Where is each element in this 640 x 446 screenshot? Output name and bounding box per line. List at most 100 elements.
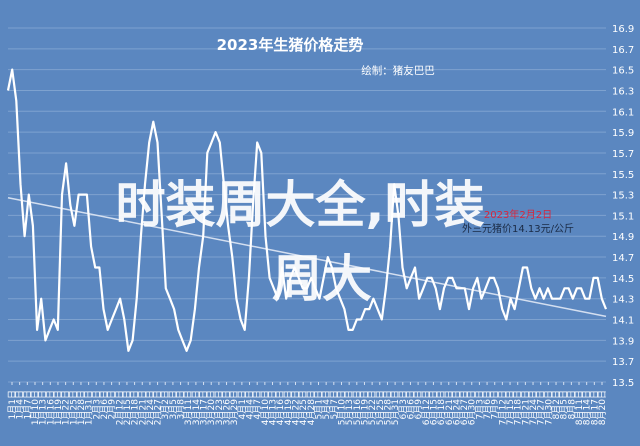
x-tick-label: 5月25日: [375, 390, 386, 425]
x-tick-label: 8月14日: [582, 390, 593, 425]
x-tick-label: 1月25日: [68, 390, 79, 425]
gridlines: [8, 27, 606, 383]
x-tick-label: 5月13日: [344, 390, 355, 425]
x-tick-label: 1月10日: [30, 390, 41, 425]
x-tick-label: 7月21日: [520, 390, 531, 425]
y-tick-label: 15.1: [612, 211, 634, 222]
x-tick-label: 8月5日: [559, 390, 570, 419]
x-tick-label: 2月21日: [137, 390, 148, 425]
x-tick-label: 4月13日: [268, 390, 279, 425]
x-tick-label: 2月3日: [91, 390, 102, 419]
x-tick-label: 1月28日: [76, 390, 87, 425]
y-tick-label: 16.1: [612, 107, 634, 118]
x-tick-label: 8月17日: [589, 390, 600, 425]
chart-title: 2023年生猪价格走势: [217, 36, 364, 54]
x-tick-label: 4月25日: [298, 390, 309, 425]
x-tick-label: 3月26日: [222, 390, 233, 425]
y-tick-label: 14.3: [612, 295, 634, 306]
y-tick-label: 16.5: [612, 66, 634, 77]
y-tick-label: 16.7: [612, 45, 634, 56]
x-tick-label: 8月2日: [551, 390, 562, 419]
x-tick-label: 8月8日: [566, 390, 577, 419]
y-tick-label: 16.9: [612, 24, 634, 35]
x-tick-label: 1月16日: [45, 390, 56, 425]
x-tick-label: 2月12日: [114, 390, 125, 425]
overlay-watermark-line-2: 周大: [272, 250, 372, 308]
x-tick-label: 3月11日: [183, 390, 194, 425]
x-tick-label: 4月19日: [283, 390, 294, 425]
x-tick-label: 4月10日: [260, 390, 271, 425]
x-tick-label: 4月4日: [245, 390, 256, 419]
x-tick-label: 5月1日: [313, 390, 324, 419]
x-tick-label: 6月27日: [459, 390, 470, 425]
x-tick-label: 4月7日: [252, 390, 263, 419]
annotation-line: 外三元猪价14.13元/公斤: [462, 223, 574, 235]
x-tick-label: 3月20日: [206, 390, 217, 425]
y-tick-label: 13.7: [612, 357, 634, 368]
x-tick-label: 3月14日: [191, 390, 202, 425]
x-tick-label: 2月15日: [122, 390, 133, 425]
x-tick-label: 5月22日: [367, 390, 378, 425]
x-tick-label: 1月1日: [7, 390, 18, 419]
x-tick-label: 5月28日: [382, 390, 393, 425]
x-tick-label: 2月6日: [99, 390, 110, 419]
x-tick-label: 4月16日: [275, 390, 286, 425]
x-tick-label: 8月20日: [597, 390, 608, 425]
y-tick-label: 13.9: [612, 336, 634, 347]
y-tick-label: 14.7: [612, 253, 634, 264]
x-tick-label: 1月13日: [38, 390, 49, 425]
x-tick-label: 4月28日: [306, 390, 317, 425]
x-tick-label: 4月22日: [291, 390, 302, 425]
y-tick-label: 15.3: [612, 191, 634, 202]
annotation-line: 2023年2月2日: [484, 208, 552, 221]
trend-line: [7, 196, 607, 318]
y-tick-label: 14.1: [612, 316, 634, 327]
x-tick-label: 7月24日: [528, 390, 539, 425]
x-tick-label: 7月3日: [474, 390, 485, 419]
y-tick-label: 14.9: [612, 232, 634, 243]
y-tick-label: 15.7: [612, 149, 634, 160]
x-tick-label: 6月21日: [444, 390, 455, 425]
x-tick-label: 7月6日: [482, 390, 493, 419]
series-line: [6, 68, 608, 352]
x-tick-label: 1月22日: [61, 390, 72, 425]
y-tick-label: 15.9: [612, 128, 634, 139]
y-tick-label: 13.5: [612, 378, 634, 389]
x-tick-label: 7月18日: [513, 390, 524, 425]
x-tick-label: 5月4日: [321, 390, 332, 419]
x-tick-label: 5月10日: [336, 390, 347, 425]
y-axis-ticks: 13.5 13.7 13.9 14.1 14.3 14.5 14.7 14.9 15.1 15.3…: [612, 24, 634, 389]
x-tick-label: 2月9日: [107, 390, 118, 419]
x-tick-label: 2月27日: [153, 390, 164, 425]
overlay-watermark-line-1: 时装周大全,时装: [116, 176, 485, 234]
x-tick-label: 6月24日: [451, 390, 462, 425]
x-tick-label: 3月2日: [160, 390, 171, 419]
y-tick-label: 16.3: [612, 86, 634, 97]
y-tick-label: 14.5: [612, 274, 634, 285]
x-tick-label: 1月4日: [15, 390, 26, 419]
x-tick-label: 6月30日: [467, 390, 478, 425]
x-tick-label: 3月17日: [199, 390, 210, 425]
x-tick-label: 3月29日: [229, 390, 240, 425]
x-tick-label: 6月15日: [428, 390, 439, 425]
x-tick-label: 5月7日: [329, 390, 340, 419]
x-axis-ticks: 1月1日1月4日1月7日1月10日1月13日1月16日1月19日1月22日1月2…: [7, 382, 608, 425]
x-tick-label: 6月3日: [398, 390, 409, 419]
x-tick-label: 1月7日: [22, 390, 33, 419]
x-tick-label: 1月31日: [84, 390, 95, 425]
x-tick-label: 3月23日: [214, 390, 225, 425]
x-tick-label: 8月11日: [574, 390, 585, 425]
x-tick-label: 3月8日: [176, 390, 187, 419]
x-tick-label: 4月1日: [237, 390, 248, 419]
x-tick-label: 6月6日: [405, 390, 416, 419]
x-tick-label: 6月9日: [413, 390, 424, 419]
chart-subtitle: 绘制：猪友巴巴: [361, 64, 435, 77]
x-tick-label: 2月24日: [145, 390, 156, 425]
x-tick-label: 3月5日: [168, 390, 179, 419]
x-tick-label: 7月12日: [497, 390, 508, 425]
x-tick-label: 5月31日: [390, 390, 401, 425]
x-tick-label: 7月30日: [543, 390, 554, 425]
